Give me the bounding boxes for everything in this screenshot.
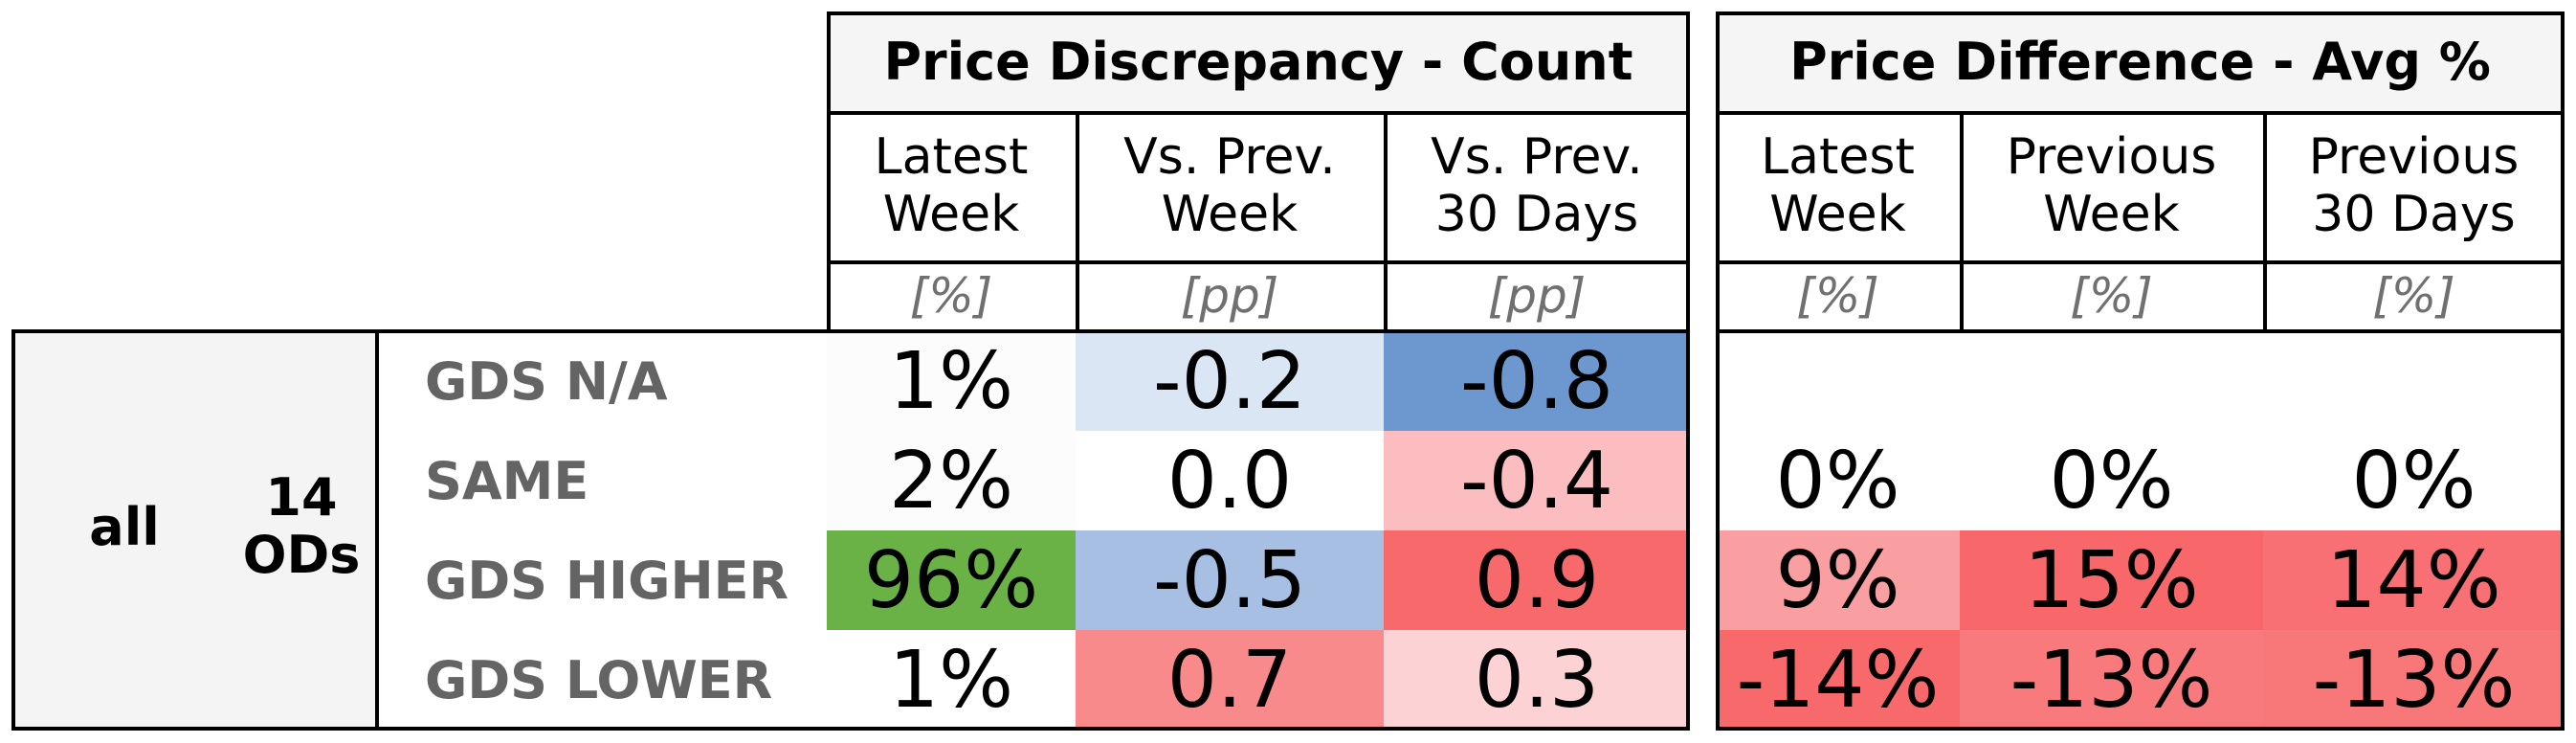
group-title-count: Price Discrepancy - Count [827, 11, 1690, 111]
count-cell: 0.0 [1076, 431, 1384, 530]
column-label: Latest Week [874, 128, 1029, 243]
grid-line [1716, 727, 2565, 731]
avg-cell [2263, 331, 2565, 431]
grid-line [1716, 11, 1720, 331]
grid-line [1716, 11, 2565, 15]
group-title-avg: Price Difference - Avg % [1716, 11, 2565, 111]
avg-cell: 0% [1716, 431, 1960, 530]
column-unit: [%] [2070, 268, 2153, 324]
column-label: Vs. Prev. 30 Days [1431, 128, 1643, 243]
avg-cell: 15% [1960, 530, 2263, 630]
segment-label: all [89, 496, 160, 557]
column-unit: [pp] [1180, 268, 1279, 324]
column-label: Vs. Prev. Week [1123, 128, 1336, 243]
grid-line [1716, 329, 2565, 333]
avg-cell [1716, 331, 1960, 431]
count-cell: 0.7 [1076, 630, 1384, 731]
column-label: Latest Week [1761, 128, 1915, 243]
grid-line [1716, 111, 2565, 115]
column-unit: [pp] [1487, 268, 1587, 324]
row-label: SAME [425, 450, 589, 511]
count-cell: -0.2 [1076, 331, 1384, 431]
column-label: Previous Week [2006, 128, 2217, 243]
column-unit: [%] [1796, 268, 1879, 324]
avg-cell [1960, 331, 2263, 431]
avg-cell: -13% [1960, 630, 2263, 731]
grid-line [1716, 331, 1720, 731]
grid-line [2561, 11, 2565, 731]
row-label: GDS LOWER [425, 650, 773, 710]
grid-line [11, 329, 15, 731]
count-cell: -0.8 [1384, 331, 1690, 431]
grid-line [827, 11, 1690, 15]
count-cell: 96% [827, 530, 1076, 630]
grid-line [827, 111, 1690, 115]
avg-cell: 9% [1716, 530, 1960, 630]
grid-line [2263, 111, 2267, 331]
column-label: Previous 30 Days [2308, 128, 2520, 243]
avg-cell: 14% [2263, 530, 2565, 630]
count-cell: -0.5 [1076, 530, 1384, 630]
column-unit: [%] [909, 268, 993, 324]
od-count-label: 14 ODs [242, 467, 361, 585]
grid-line [1384, 111, 1388, 331]
grid-line [1716, 260, 2565, 264]
grid-line [375, 329, 379, 731]
count-cell: 2% [827, 431, 1076, 530]
count-cell: 1% [827, 630, 1076, 731]
row-label: GDS N/A [425, 350, 668, 412]
avg-cell: -14% [1716, 630, 1960, 731]
grid-line [11, 727, 827, 731]
row-header-block [11, 331, 377, 731]
row-label: GDS HIGHER [425, 550, 789, 611]
avg-cell: -13% [2263, 630, 2565, 731]
grid-line [1076, 111, 1079, 331]
count-cell: -0.4 [1384, 431, 1690, 530]
grid-line [827, 727, 1690, 731]
grid-line [1960, 111, 1964, 331]
grid-line [827, 11, 831, 331]
column-unit: [%] [2372, 268, 2455, 324]
grid-line [1686, 11, 1690, 731]
count-cell: 0.9 [1384, 530, 1690, 630]
count-cell: 0.3 [1384, 630, 1690, 731]
avg-cell: 0% [2263, 431, 2565, 530]
grid-line [11, 329, 1690, 333]
grid-line [827, 260, 1690, 264]
count-cell: 1% [827, 331, 1076, 431]
avg-cell: 0% [1960, 431, 2263, 530]
